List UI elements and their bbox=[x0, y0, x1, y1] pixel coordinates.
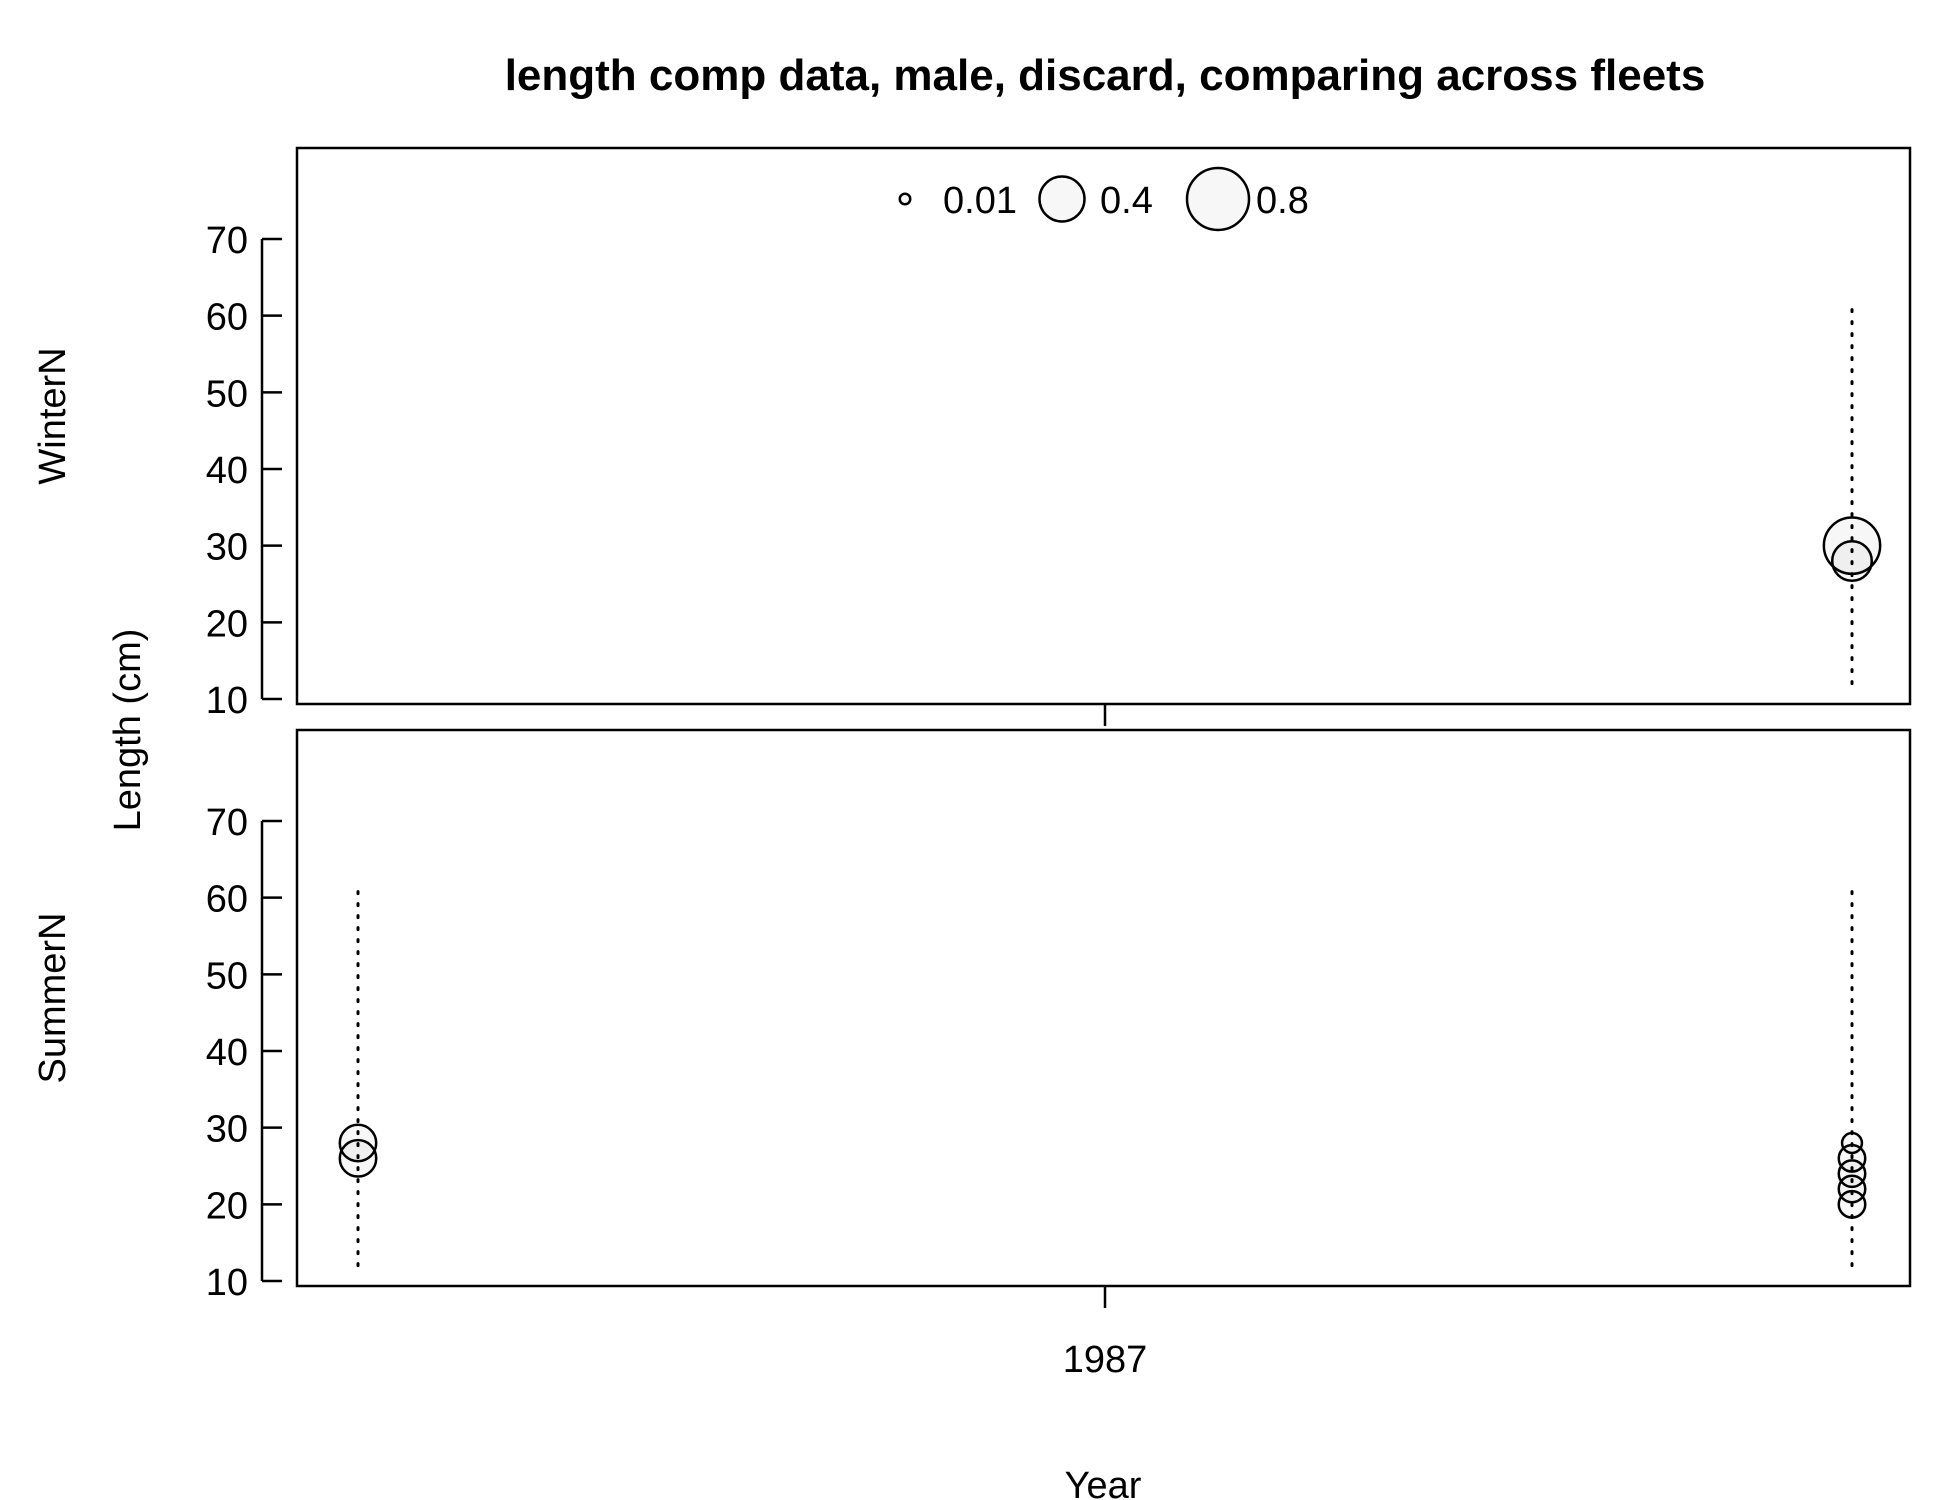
panel-frame bbox=[295, 728, 1912, 1288]
y-tick-label: 60 bbox=[206, 297, 248, 339]
y-tick-label: 40 bbox=[206, 450, 248, 492]
x-axis-title: Year bbox=[1065, 1465, 1142, 1500]
y-tick-label: 20 bbox=[206, 1185, 248, 1227]
y-tick-label: 50 bbox=[206, 373, 248, 415]
panel-summern: 10 20 30 40 50 60 70 SummerN bbox=[32, 728, 1912, 1308]
panel-wintern: 10 20 30 40 50 60 70 WinterN bbox=[32, 146, 1912, 726]
y-tick-label: 60 bbox=[206, 879, 248, 921]
y-tick-label: 20 bbox=[206, 603, 248, 645]
data-bubble bbox=[338, 1138, 378, 1178]
y-tick-label: 10 bbox=[206, 1262, 248, 1304]
y-tick-label: 40 bbox=[206, 1032, 248, 1074]
legend-label: 0.8 bbox=[1256, 180, 1309, 222]
y-axis-title: Length (cm) bbox=[107, 629, 149, 832]
y-tick-label: 30 bbox=[206, 527, 248, 569]
legend-label: 0.01 bbox=[943, 180, 1017, 222]
data-bubble bbox=[1840, 1131, 1864, 1155]
legend-bubble bbox=[1038, 175, 1086, 223]
legend-label: 0.4 bbox=[1100, 180, 1153, 222]
x-tick-label: 1987 bbox=[1063, 1339, 1148, 1381]
y-tick-label: 10 bbox=[206, 680, 248, 722]
data-bubble bbox=[1837, 1174, 1867, 1204]
data-bubble bbox=[1837, 1189, 1867, 1219]
legend-bubble bbox=[1185, 166, 1251, 232]
panel-label: WinterN bbox=[32, 347, 74, 484]
legend: 0.01 0.4 0.8 bbox=[898, 166, 1309, 232]
panel-label: SummerN bbox=[32, 912, 74, 1083]
chart-title: length comp data, male, discard, compari… bbox=[505, 51, 1706, 100]
legend-bubble bbox=[898, 192, 912, 206]
y-tick-label: 70 bbox=[206, 220, 248, 262]
y-tick-label: 70 bbox=[206, 802, 248, 844]
y-tick-label: 50 bbox=[206, 955, 248, 997]
data-bubble bbox=[1837, 1143, 1867, 1173]
y-tick-label: 30 bbox=[206, 1109, 248, 1151]
data-bubble bbox=[1830, 539, 1874, 583]
data-bubble bbox=[1822, 516, 1882, 576]
data-bubble bbox=[1837, 1159, 1867, 1189]
panels: 10 20 30 40 50 60 70 WinterN 10 20 30 40 50 60 70 Summe… bbox=[32, 146, 1912, 1381]
panel-frame bbox=[295, 146, 1912, 706]
data-bubble bbox=[338, 1123, 378, 1163]
